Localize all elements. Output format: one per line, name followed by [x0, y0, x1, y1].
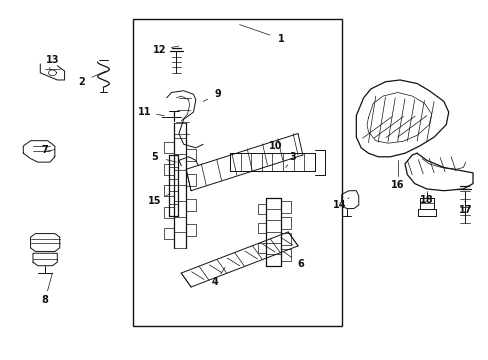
Text: 5: 5 — [151, 152, 158, 162]
Text: 16: 16 — [390, 180, 404, 190]
Text: 9: 9 — [214, 89, 221, 99]
Text: 14: 14 — [332, 200, 346, 210]
Text: 7: 7 — [41, 145, 48, 155]
Text: 17: 17 — [458, 205, 471, 215]
Text: 8: 8 — [41, 295, 48, 305]
Text: 3: 3 — [289, 152, 296, 162]
Text: 10: 10 — [269, 141, 282, 151]
Text: 15: 15 — [147, 197, 161, 206]
Text: 11: 11 — [138, 107, 151, 117]
Text: 13: 13 — [45, 55, 59, 65]
Text: 1: 1 — [277, 34, 284, 44]
Text: 6: 6 — [296, 259, 303, 269]
Text: 12: 12 — [152, 45, 166, 55]
Bar — [132, 19, 341, 327]
Text: 2: 2 — [78, 77, 85, 87]
Text: 4: 4 — [211, 277, 218, 287]
Text: 18: 18 — [419, 195, 433, 204]
